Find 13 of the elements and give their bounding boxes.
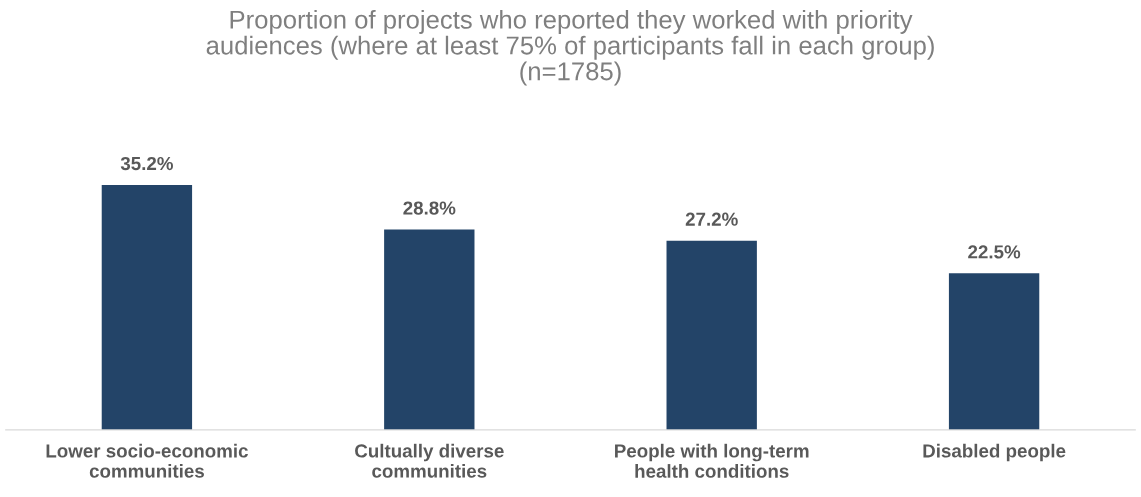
data-label: 35.2% [120, 156, 173, 171]
bar [101, 184, 193, 430]
x-tick-label: Cultually diverse communities [355, 443, 504, 478]
bar [384, 229, 475, 430]
x-tick-label: Disabled people [923, 443, 1066, 462]
data-label: 28.8% [403, 201, 456, 215]
x-tick-label: People with long-term health conditions [615, 443, 809, 478]
chart-title: Proportion of projects who reported they worked with priority audiences (where at least 75% of participants fall in each group) (n=1785) [206, 9, 934, 86]
x-tick-label: Lower socio-economic communities [46, 443, 248, 478]
bar [948, 273, 1040, 430]
data-label: 27.2% [685, 212, 738, 226]
bar [666, 240, 757, 430]
data-label: 22.5% [968, 245, 1021, 259]
